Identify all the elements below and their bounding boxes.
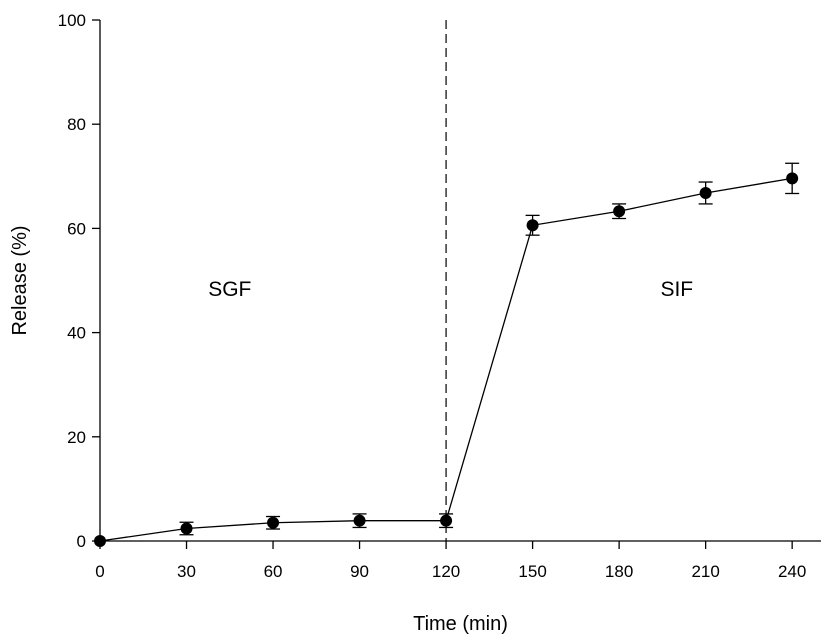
x-tick-label: 30	[177, 562, 196, 581]
data-point	[353, 514, 366, 527]
y-tick-label: 40	[67, 324, 86, 343]
region-label-sgf: SGF	[208, 278, 251, 301]
axes: 0 20 40 60 80 100 0 30 60 90 120 150 180 210 240	[58, 11, 821, 581]
annotations: SGF SIF	[208, 278, 693, 301]
series	[94, 162, 800, 547]
data-point	[180, 522, 193, 535]
data-point	[440, 514, 453, 527]
y-tick-label: 60	[67, 219, 86, 238]
x-tick-label: 240	[778, 562, 806, 581]
data-point	[699, 186, 712, 199]
data-point	[94, 535, 106, 547]
y-axis-title: Release (%)	[9, 225, 31, 335]
x-tick-label: 90	[350, 562, 369, 581]
data-point	[613, 205, 626, 218]
x-tick-label: 180	[605, 562, 633, 581]
x-tick-label: 120	[432, 562, 460, 581]
y-tick-label: 100	[58, 11, 86, 30]
y-tick-label: 0	[77, 532, 86, 551]
y-tick-label: 80	[67, 115, 86, 134]
x-tick-label: 210	[691, 562, 719, 581]
x-tick-label: 0	[95, 562, 104, 581]
x-tick-label: 60	[264, 562, 283, 581]
x-tick-label: 150	[518, 562, 546, 581]
data-point	[786, 172, 799, 185]
x-axis-title: Time (min)	[413, 613, 508, 635]
data-point	[526, 219, 539, 232]
y-tick-label: 20	[67, 428, 86, 447]
data-point	[267, 516, 280, 529]
region-label-sif: SIF	[660, 278, 693, 301]
